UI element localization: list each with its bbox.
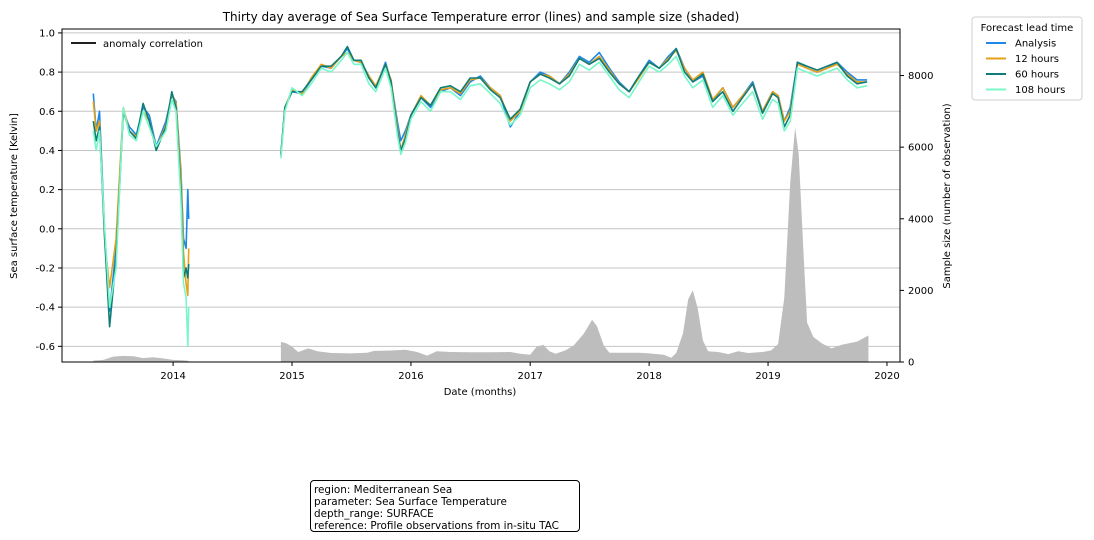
y2-tick-label-4: 8000 xyxy=(908,71,933,82)
x-tick-label-0: 2014 xyxy=(160,371,185,382)
legend-label-anomaly-correlation: anomaly correlation xyxy=(103,39,203,50)
x-tick-label-1: 2015 xyxy=(279,371,304,382)
y-tick-label-5: 0.0 xyxy=(39,224,55,235)
legend-title: Forecast lead time xyxy=(981,23,1074,34)
sample-size-shading xyxy=(93,127,869,362)
series-line-2-seg-0 xyxy=(92,90,190,328)
legend-label-3: 108 hours xyxy=(1015,85,1065,96)
y-tick-label-8: -0.6 xyxy=(35,342,55,353)
y2-tick-label-3: 6000 xyxy=(908,143,933,154)
legend-label-2: 60 hours xyxy=(1015,70,1059,81)
series-lines xyxy=(92,45,868,348)
y-tick-label-0: 1.0 xyxy=(39,28,55,39)
x-tick-label-4: 2018 xyxy=(636,371,661,382)
legend-anomaly-correlation: anomaly correlation xyxy=(71,39,203,50)
x-tick-label-3: 2017 xyxy=(517,371,542,382)
x-axis-label: Date (months) xyxy=(444,387,517,398)
legend-forecast-lead-time: Forecast lead time Analysis 12 hours 60 ho… xyxy=(971,16,1083,101)
chart-title: Thirty day average of Sea Surface Temper… xyxy=(222,10,740,24)
info-reference: reference: Profile observations from in-… xyxy=(314,520,559,532)
y-axis-label: Sea surface temperature [Kelvin] xyxy=(9,113,20,279)
x-tick-label-6: 2020 xyxy=(874,371,899,382)
x-tick-label-5: 2019 xyxy=(755,371,780,382)
info-region: region: Mediterranean Sea xyxy=(314,484,453,496)
y-tick-label-6: -0.2 xyxy=(35,263,55,274)
series-line-3-seg-0 xyxy=(92,98,190,348)
sample-size-area-1 xyxy=(280,127,869,362)
y-axis-ticks: 1.0 0.8 0.6 0.4 0.2 0.0 -0.2 -0.4 -0.6 xyxy=(35,28,62,353)
metadata-info-box: region: Mediterranean Sea parameter: Sea… xyxy=(310,480,580,532)
y2-axis-label: Sample size (number of observation) xyxy=(942,103,953,288)
y2-tick-label-1: 2000 xyxy=(908,286,933,297)
legend-label-1: 12 hours xyxy=(1015,54,1059,65)
x-tick-label-2: 2016 xyxy=(398,371,423,382)
plot-area-frame xyxy=(61,28,901,363)
y-gridlines xyxy=(62,32,900,347)
y-tick-label-4: 0.2 xyxy=(39,185,55,196)
y2-tick-label-0: 0 xyxy=(908,358,914,369)
y2-axis-ticks: 0 2000 4000 6000 8000 xyxy=(900,71,933,369)
x-axis-ticks: 2014 2015 2016 2017 2018 2019 2020 xyxy=(160,362,900,382)
y-tick-label-3: 0.4 xyxy=(39,146,55,157)
sample-size-area-0 xyxy=(93,355,189,362)
series-line-2-seg-1 xyxy=(280,45,868,155)
y-tick-label-1: 0.8 xyxy=(39,68,55,79)
legend-label-0: Analysis xyxy=(1015,39,1056,50)
y-tick-label-7: -0.4 xyxy=(35,303,55,314)
info-parameter: parameter: Sea Surface Temperature xyxy=(314,496,507,508)
info-depth-range: depth_range: SURFACE xyxy=(314,508,434,520)
y-tick-label-2: 0.6 xyxy=(39,107,55,118)
series-line-3-seg-1 xyxy=(280,51,868,159)
legend-frame xyxy=(971,16,1083,101)
y2-tick-label-2: 4000 xyxy=(908,214,933,225)
